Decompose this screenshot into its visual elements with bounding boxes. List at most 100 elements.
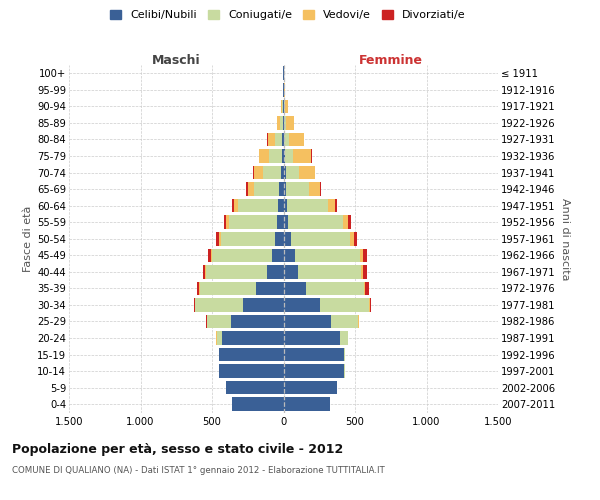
Text: Femmine: Femmine — [359, 54, 423, 68]
Bar — [224, 216, 226, 229]
Bar — [320, 182, 321, 196]
Bar — [282, 149, 284, 163]
Bar — [291, 232, 350, 245]
Bar — [284, 398, 330, 411]
Bar — [200, 282, 256, 295]
Bar — [286, 166, 299, 179]
Bar — [195, 298, 244, 312]
Bar — [259, 149, 269, 163]
Bar — [284, 199, 287, 212]
Bar — [248, 182, 254, 196]
Bar — [360, 248, 363, 262]
Bar — [221, 232, 275, 245]
Bar — [256, 282, 284, 295]
Bar — [370, 298, 371, 312]
Bar — [293, 149, 311, 163]
Bar — [284, 314, 331, 328]
Bar — [238, 199, 278, 212]
Y-axis label: Fasce di età: Fasce di età — [23, 206, 33, 272]
Bar — [211, 248, 212, 262]
Bar — [267, 265, 284, 278]
Bar — [354, 232, 358, 245]
Bar — [280, 182, 284, 196]
Bar — [284, 248, 295, 262]
Bar — [219, 364, 284, 378]
Bar — [284, 182, 286, 196]
Bar — [283, 116, 284, 130]
Bar — [287, 199, 328, 212]
Bar — [284, 282, 307, 295]
Bar — [284, 83, 285, 96]
Bar — [284, 298, 320, 312]
Bar — [275, 232, 284, 245]
Bar — [284, 166, 286, 179]
Bar — [219, 232, 221, 245]
Bar — [284, 149, 285, 163]
Bar — [284, 100, 287, 113]
Bar — [269, 149, 282, 163]
Bar — [232, 398, 284, 411]
Bar — [268, 132, 275, 146]
Bar — [289, 132, 304, 146]
Bar — [284, 116, 286, 130]
Bar — [281, 166, 284, 179]
Legend: Celibi/Nubili, Coniugati/e, Vedovi/e, Divorziati/e: Celibi/Nubili, Coniugati/e, Vedovi/e, Di… — [106, 6, 470, 25]
Bar — [298, 265, 361, 278]
Bar — [363, 248, 367, 262]
Bar — [343, 216, 348, 229]
Bar — [207, 314, 230, 328]
Bar — [284, 364, 344, 378]
Bar — [348, 216, 351, 229]
Bar — [284, 132, 289, 146]
Bar — [263, 166, 281, 179]
Bar — [284, 332, 340, 345]
Bar — [197, 282, 199, 295]
Bar — [308, 182, 320, 196]
Bar — [340, 332, 347, 345]
Bar — [286, 182, 308, 196]
Bar — [217, 332, 222, 345]
Bar — [244, 298, 284, 312]
Bar — [219, 348, 284, 362]
Bar — [363, 265, 367, 278]
Bar — [275, 132, 283, 146]
Bar — [299, 166, 314, 179]
Y-axis label: Anni di nascita: Anni di nascita — [560, 198, 569, 280]
Bar — [280, 116, 283, 130]
Bar — [229, 216, 277, 229]
Bar — [232, 199, 235, 212]
Bar — [272, 248, 284, 262]
Bar — [208, 248, 211, 262]
Bar — [328, 199, 335, 212]
Bar — [286, 116, 294, 130]
Bar — [365, 282, 369, 295]
Text: Popolazione per età, sesso e stato civile - 2012: Popolazione per età, sesso e stato civil… — [12, 442, 343, 456]
Bar — [253, 166, 254, 179]
Bar — [284, 348, 344, 362]
Bar — [226, 216, 229, 229]
Bar — [205, 265, 206, 278]
Bar — [284, 216, 288, 229]
Bar — [364, 282, 365, 295]
Bar — [212, 248, 272, 262]
Bar — [254, 166, 263, 179]
Bar — [361, 265, 363, 278]
Bar — [222, 332, 284, 345]
Bar — [307, 282, 364, 295]
Bar — [284, 381, 337, 394]
Bar — [226, 381, 284, 394]
Bar — [284, 232, 291, 245]
Bar — [344, 348, 345, 362]
Bar — [277, 116, 280, 130]
Text: COMUNE DI QUALIANO (NA) - Dati ISTAT 1° gennaio 2012 - Elaborazione TUTTITALIA.I: COMUNE DI QUALIANO (NA) - Dati ISTAT 1° … — [12, 466, 385, 475]
Bar — [281, 100, 283, 113]
Bar — [295, 248, 360, 262]
Text: Maschi: Maschi — [152, 54, 200, 68]
Bar — [203, 265, 205, 278]
Bar — [284, 265, 298, 278]
Bar — [288, 216, 343, 229]
Bar — [331, 314, 358, 328]
Bar — [278, 199, 284, 212]
Bar — [235, 199, 238, 212]
Bar — [254, 182, 280, 196]
